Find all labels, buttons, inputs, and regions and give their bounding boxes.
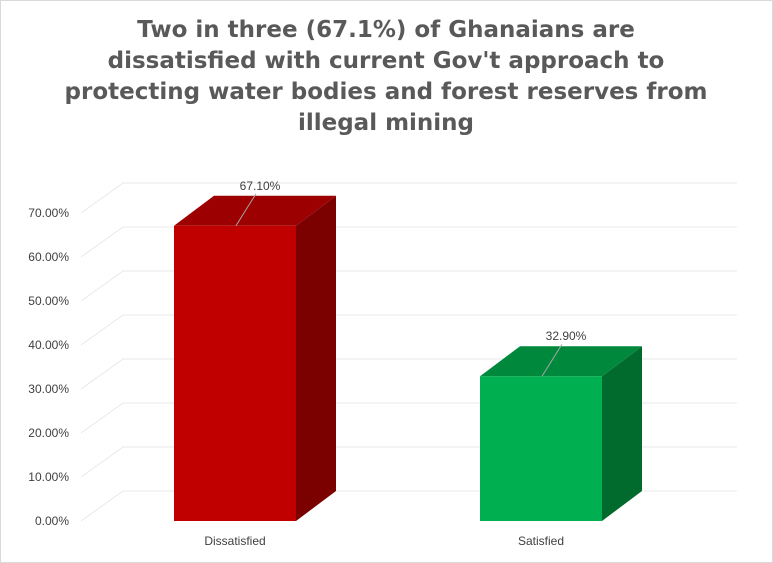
bar xyxy=(480,376,602,521)
x-tick-label: Satisfied xyxy=(518,534,564,548)
y-tick-label: 30.00% xyxy=(28,382,69,396)
y-tick-label: 70.00% xyxy=(28,206,69,220)
bar xyxy=(174,225,296,521)
y-tick-label: 0.00% xyxy=(35,514,69,528)
bar-top xyxy=(480,346,642,377)
bar-top xyxy=(174,195,336,226)
y-tick-label: 40.00% xyxy=(28,338,69,352)
y-tick-label: 10.00% xyxy=(28,470,69,484)
y-tick-label: 50.00% xyxy=(28,294,69,308)
x-tick-label: Dissatisfied xyxy=(204,534,265,548)
data-label: 67.10% xyxy=(240,179,281,193)
data-label: 32.90% xyxy=(546,329,587,343)
leader-line xyxy=(235,193,257,227)
chart-title: Two in three (67.1%) of Ghanaians are di… xyxy=(64,17,708,136)
gridline xyxy=(80,182,737,214)
y-tick-label: 20.00% xyxy=(28,426,69,440)
bar-side xyxy=(602,346,642,521)
gridline xyxy=(80,314,737,346)
y-tick-label: 60.00% xyxy=(28,250,69,264)
gridline xyxy=(80,270,737,302)
bar-side xyxy=(296,195,336,521)
gridline xyxy=(80,226,737,258)
leader-line xyxy=(541,343,563,377)
